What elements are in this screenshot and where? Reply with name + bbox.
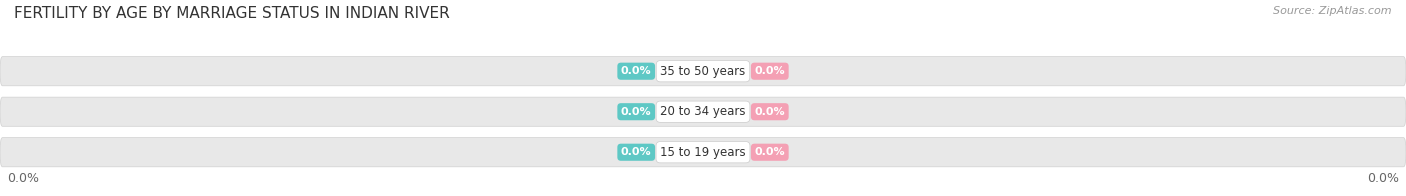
Text: 0.0%: 0.0% — [1367, 172, 1399, 185]
Text: 35 to 50 years: 35 to 50 years — [661, 65, 745, 78]
Text: 0.0%: 0.0% — [755, 107, 785, 117]
Text: 0.0%: 0.0% — [621, 107, 651, 117]
FancyBboxPatch shape — [0, 138, 1406, 167]
Text: Source: ZipAtlas.com: Source: ZipAtlas.com — [1274, 6, 1392, 16]
Text: 15 to 19 years: 15 to 19 years — [661, 146, 745, 159]
Text: 20 to 34 years: 20 to 34 years — [661, 105, 745, 118]
FancyBboxPatch shape — [0, 97, 1406, 126]
Text: 0.0%: 0.0% — [621, 147, 651, 157]
Text: FERTILITY BY AGE BY MARRIAGE STATUS IN INDIAN RIVER: FERTILITY BY AGE BY MARRIAGE STATUS IN I… — [14, 6, 450, 21]
Text: 0.0%: 0.0% — [755, 66, 785, 76]
FancyBboxPatch shape — [0, 57, 1406, 86]
Text: 0.0%: 0.0% — [755, 147, 785, 157]
Text: 0.0%: 0.0% — [7, 172, 39, 185]
Text: 0.0%: 0.0% — [621, 66, 651, 76]
